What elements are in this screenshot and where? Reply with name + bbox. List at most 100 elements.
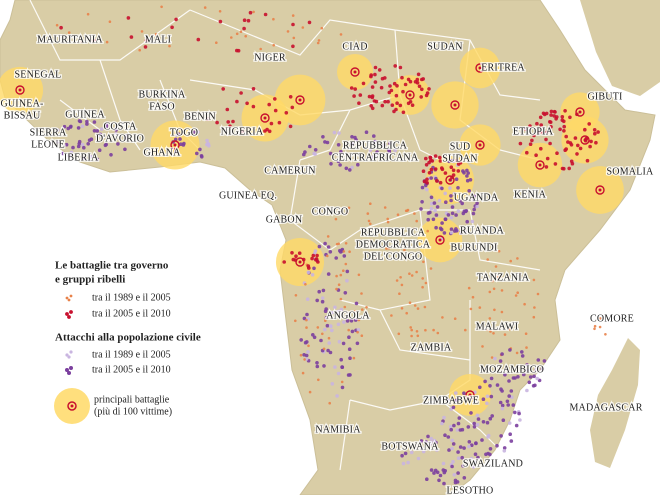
event-dot (421, 277, 425, 280)
event-dot (509, 259, 512, 263)
event-dot (502, 449, 507, 453)
event-dot (416, 307, 420, 310)
event-dot (523, 302, 526, 306)
event-dot (604, 333, 607, 336)
event-dot (272, 43, 276, 47)
event-dot (563, 109, 567, 113)
event-dot (553, 162, 558, 166)
event-dot (56, 128, 60, 132)
event-dot (95, 129, 100, 133)
event-dot (505, 399, 510, 404)
event-dot (570, 161, 575, 166)
event-dot (114, 132, 118, 136)
event-dot (441, 316, 444, 319)
event-dot (339, 357, 344, 362)
event-dot (85, 122, 89, 126)
event-dot (431, 217, 436, 222)
event-dot (330, 382, 335, 386)
event-dot (433, 208, 437, 213)
battle-center (438, 238, 442, 242)
event-dot (458, 231, 463, 235)
event-dot (342, 250, 346, 253)
event-dot (337, 283, 341, 287)
event-dot (533, 306, 536, 309)
event-dot (339, 33, 343, 36)
event-dot (471, 465, 476, 469)
event-dot (429, 158, 433, 163)
event-dot (427, 171, 432, 175)
event-dot (394, 93, 399, 98)
event-dot (302, 316, 307, 321)
event-dot (327, 336, 331, 340)
event-dot (288, 124, 293, 129)
event-dot (415, 233, 419, 237)
event-dot (439, 227, 444, 232)
event-dot (410, 103, 415, 107)
country-label: SWAZILAND (463, 458, 523, 469)
event-dot (506, 403, 511, 407)
event-dot (323, 327, 327, 332)
event-dot (424, 440, 429, 444)
event-dot (339, 273, 343, 277)
event-dot (78, 119, 83, 124)
event-dot (383, 206, 387, 209)
legend-swatch (67, 355, 71, 359)
event-dot (364, 130, 369, 134)
event-dot (508, 432, 512, 437)
event-dot (154, 32, 158, 36)
event-dot (421, 169, 426, 173)
event-dot (86, 142, 90, 146)
battle-ring (15, 85, 25, 95)
country-label: MALAWI (476, 321, 519, 332)
event-dot (516, 257, 519, 260)
event-dot (448, 424, 453, 429)
event-dot (554, 117, 558, 121)
country-label: BURKINA (139, 89, 187, 100)
event-dot (450, 205, 455, 209)
battle-ring (170, 140, 180, 150)
country-label: SIERRA (30, 127, 67, 138)
event-dot (316, 326, 320, 329)
event-dot (440, 186, 444, 191)
event-dot (320, 26, 324, 30)
event-dot (469, 456, 474, 461)
event-dot (323, 140, 327, 144)
event-dot (284, 111, 289, 115)
event-dot (515, 351, 519, 355)
event-dot (198, 147, 202, 152)
event-dot (367, 219, 371, 223)
event-dot (294, 294, 298, 297)
battle-ring (580, 135, 590, 145)
event-dot (564, 147, 568, 151)
event-dot (560, 118, 565, 122)
event-dot (544, 137, 548, 142)
event-dot (456, 456, 461, 461)
legend-item: tra il 1989 e il 2005 (92, 349, 171, 360)
event-dot (490, 356, 494, 359)
event-dot (446, 435, 451, 439)
event-dot (415, 219, 419, 223)
event-dot (347, 335, 351, 340)
event-dot (538, 115, 543, 120)
event-dot (335, 287, 338, 291)
event-dot (509, 439, 514, 443)
event-dot (440, 421, 444, 426)
event-dot (400, 283, 404, 287)
event-dot (421, 449, 426, 454)
event-dot (361, 308, 364, 311)
event-dot (277, 120, 282, 125)
event-dot (426, 229, 430, 233)
event-dot (321, 288, 326, 293)
event-dot (221, 87, 225, 91)
event-dot (470, 443, 474, 448)
event-dot (438, 180, 443, 185)
event-dot (500, 389, 504, 393)
event-dot (67, 154, 72, 158)
event-dot (587, 122, 591, 126)
event-dot (401, 110, 406, 115)
country-label: REPUBBLICA (343, 140, 408, 151)
event-dot (555, 151, 559, 155)
event-dot (483, 379, 487, 384)
event-dot (398, 65, 403, 70)
event-dot (341, 341, 346, 346)
